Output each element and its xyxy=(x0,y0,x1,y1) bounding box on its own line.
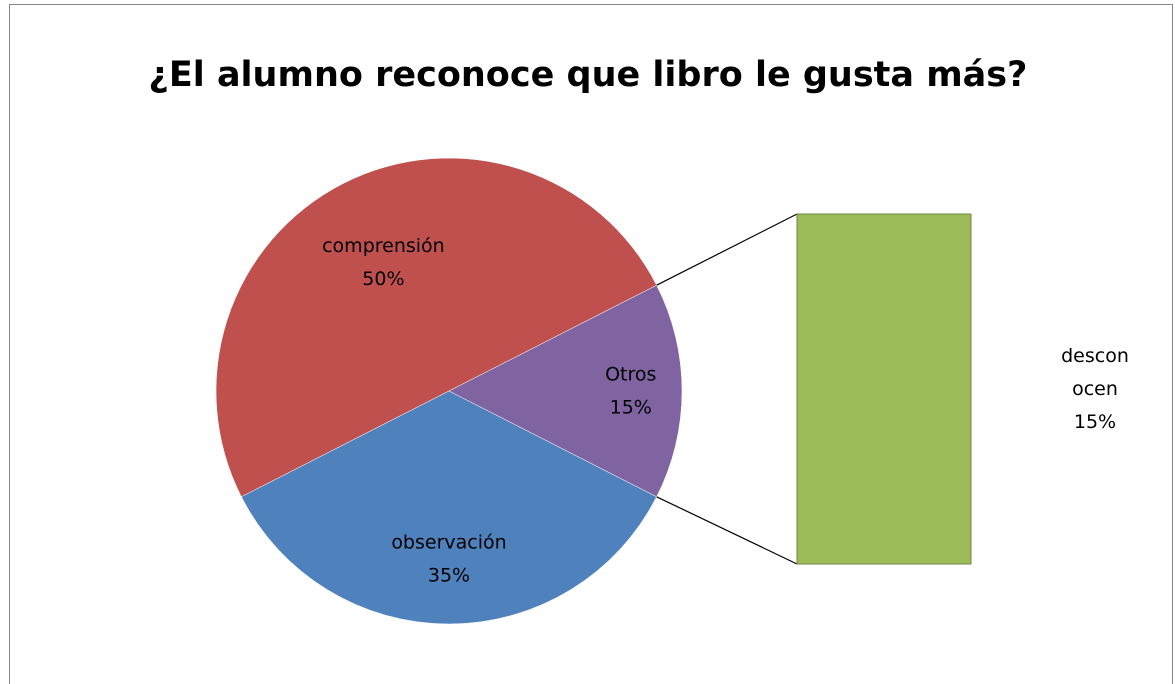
connector-line xyxy=(656,496,798,565)
bar-segment xyxy=(796,213,972,565)
slice-label: comprensión xyxy=(322,235,445,257)
pie-slice xyxy=(215,157,657,498)
chart-title: ¿El alumno reconoce que libro le gusta m… xyxy=(149,55,1028,95)
bar-label: desconocen 15% xyxy=(1058,340,1132,439)
bar-value-label: 15% xyxy=(1073,411,1117,433)
pie-slice xyxy=(448,284,683,498)
bar-category: desconocen xyxy=(1061,345,1129,400)
pie-slice xyxy=(241,390,657,625)
connector-line xyxy=(656,213,798,286)
slice-value-label: 35% xyxy=(428,564,470,586)
slice-label: Otros xyxy=(605,364,656,386)
slice-label: observación xyxy=(391,531,506,553)
slice-value-label: 15% xyxy=(610,397,652,419)
slice-value-label: 50% xyxy=(362,268,404,290)
